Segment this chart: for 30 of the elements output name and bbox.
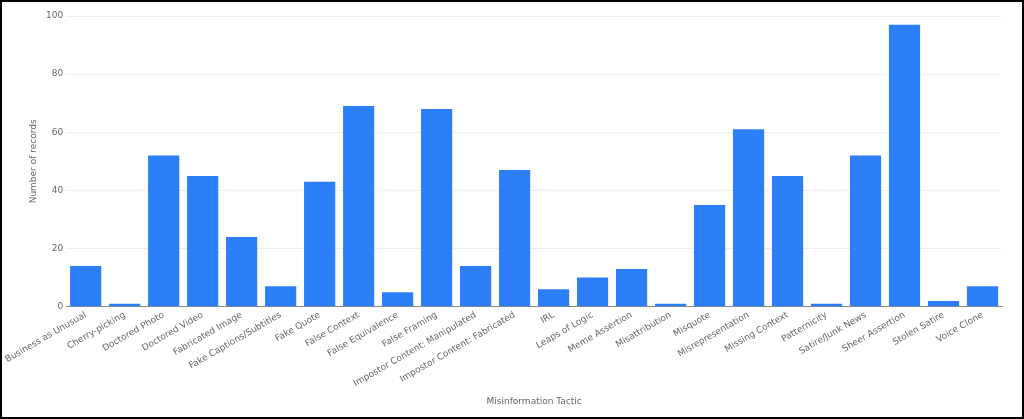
y-tick-label: 100 xyxy=(46,10,64,21)
x-axis-title: Misinformation Tactic xyxy=(486,395,582,406)
bar xyxy=(148,155,180,307)
y-tick-label: 60 xyxy=(51,126,64,137)
bar xyxy=(421,109,453,307)
bar xyxy=(460,266,492,307)
bar xyxy=(615,268,648,307)
bar xyxy=(304,181,336,307)
y-tick-label: 20 xyxy=(51,242,64,253)
bar xyxy=(226,236,258,307)
bar xyxy=(693,204,726,307)
bar xyxy=(265,286,297,307)
bar xyxy=(888,24,921,307)
y-tick-label: 40 xyxy=(51,184,64,195)
bar xyxy=(343,106,375,307)
bar xyxy=(382,292,414,307)
y-axis-title: Number of records xyxy=(27,119,38,204)
x-tick-label: IRL xyxy=(538,309,556,326)
bar xyxy=(927,300,960,307)
y-tick-label: 80 xyxy=(51,68,64,79)
bar xyxy=(576,277,609,307)
bar xyxy=(70,266,102,307)
bar xyxy=(771,175,804,307)
bar xyxy=(849,155,882,307)
bar xyxy=(499,170,531,307)
y-tick-label: 0 xyxy=(57,301,64,312)
bar xyxy=(187,175,219,307)
bar xyxy=(538,289,570,307)
bar xyxy=(732,129,765,307)
bar xyxy=(966,286,999,307)
